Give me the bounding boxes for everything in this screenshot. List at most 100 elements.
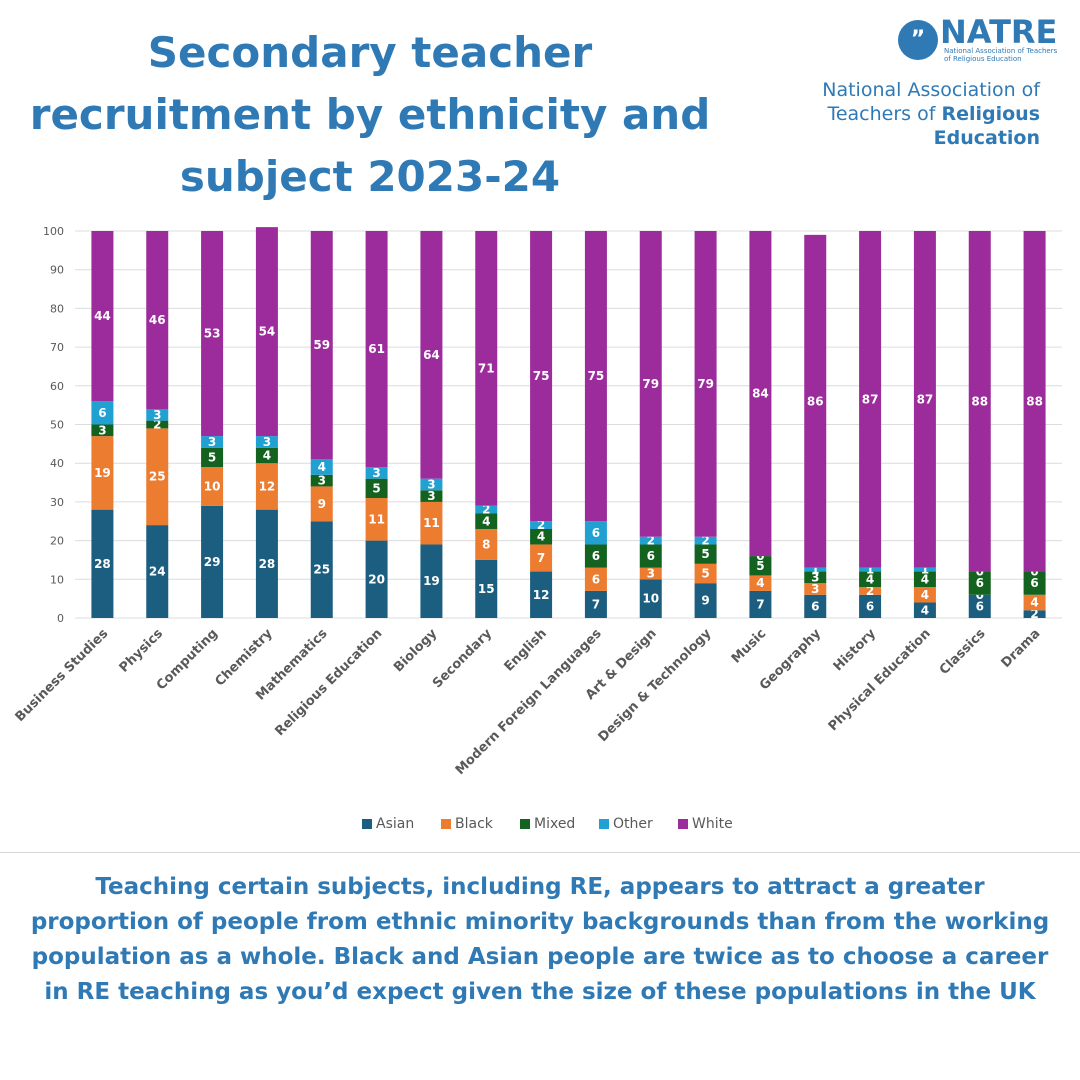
bar-segment-white	[255, 227, 278, 437]
legend-swatch-other	[599, 819, 609, 829]
legend-swatch-white	[678, 819, 688, 829]
bar-segment-asian	[91, 509, 114, 618]
bar-segment-asian	[584, 590, 607, 618]
legend-label-black: Black	[455, 816, 494, 832]
data-label: 3	[263, 435, 271, 449]
bar-segment-white	[91, 231, 114, 402]
bar-segment-mixed	[1023, 571, 1046, 595]
data-label: 10	[642, 592, 659, 606]
bar-segment-other	[639, 536, 662, 545]
bar-segment-white	[310, 231, 333, 460]
data-label: 2	[701, 534, 709, 548]
data-label: 11	[423, 516, 440, 530]
bar-segment-asian	[1023, 610, 1046, 618]
logo-mark: ” NATRE National Association of Teachers…	[898, 14, 1060, 63]
y-tick-label: 0	[57, 612, 64, 625]
logo-quote-icon: ”	[898, 20, 938, 60]
bar-segment-other	[310, 459, 333, 475]
bar-segment-asian	[530, 571, 553, 618]
data-label: 4	[921, 603, 929, 617]
bar-segment-white	[968, 231, 991, 572]
data-label: 5	[756, 559, 764, 573]
data-label: 6	[98, 406, 106, 420]
data-label: 2	[647, 534, 655, 548]
grid-lines	[75, 230, 1062, 619]
x-tick-label: Secondary	[430, 626, 495, 691]
bar-segment-other	[91, 401, 114, 425]
data-label: 15	[478, 582, 495, 596]
data-label: 4	[318, 460, 326, 474]
bar-segment-black	[365, 498, 388, 541]
data-label: 7	[537, 551, 545, 565]
bar-segment-black	[1023, 594, 1046, 611]
bar-segment-mixed	[475, 513, 498, 529]
data-label: 6	[592, 549, 600, 563]
logo-abbreviation: NATRE	[940, 13, 1058, 51]
x-tick-label: History	[831, 626, 880, 675]
bar-segment-mixed	[420, 490, 443, 502]
bar-segment-white	[859, 231, 882, 568]
legend-swatch-black	[441, 819, 451, 829]
data-label: 46	[149, 313, 166, 327]
data-label: 4	[921, 572, 929, 586]
data-label: 2	[482, 503, 490, 517]
x-tick-label: Religious Education	[272, 626, 385, 739]
bar-segment-black	[804, 583, 827, 595]
x-tick-label: Business Studies	[13, 626, 112, 725]
bar-segment-mixed	[913, 571, 936, 588]
data-label: 3	[208, 435, 216, 449]
data-label: 3	[427, 477, 435, 491]
data-label: 44	[94, 309, 111, 323]
bar-segment-asian	[913, 602, 936, 618]
data-label: 6	[1030, 576, 1038, 590]
data-label: 2	[153, 418, 161, 432]
data-label: 4	[756, 576, 764, 590]
natre-logo: ” NATRE National Association of Teachers…	[770, 14, 1060, 174]
legend-label-mixed: Mixed	[534, 816, 575, 832]
data-label: 6	[811, 599, 819, 613]
data-label: 19	[423, 574, 440, 588]
data-label: 75	[588, 369, 605, 383]
bar-segment-white	[365, 231, 388, 468]
data-label: 3	[427, 489, 435, 503]
data-label: 29	[204, 555, 221, 569]
bar-segment-black	[201, 467, 224, 506]
y-tick-label: 60	[50, 380, 64, 393]
data-label: 9	[318, 497, 326, 511]
data-label: 9	[701, 594, 709, 608]
bar-segment-white	[749, 231, 772, 557]
bar-segment-black	[639, 567, 662, 580]
data-label: 5	[701, 566, 709, 580]
bar-segment-asian	[639, 579, 662, 618]
data-label: 3	[372, 466, 380, 480]
data-label: 6	[866, 599, 874, 613]
y-tick-label: 80	[50, 302, 64, 315]
bar-segment-mixed	[146, 420, 169, 429]
data-label: 25	[313, 563, 330, 577]
bar-segment-asian	[804, 594, 827, 618]
bar-segment-black	[475, 528, 498, 560]
y-tick-label: 90	[50, 264, 64, 277]
bar-segment-mixed	[365, 478, 388, 499]
bar-segment-mixed	[639, 544, 662, 568]
bar-segment-other	[859, 567, 882, 572]
data-label: 61	[368, 342, 385, 356]
bar-segment-mixed	[804, 571, 827, 584]
bar-segment-mixed	[91, 424, 114, 437]
data-label: 6	[592, 526, 600, 540]
bar-segment-other	[804, 567, 827, 572]
logo-full-bold: Religious Education	[933, 103, 1040, 149]
data-label: 6	[976, 599, 984, 613]
legend-label-asian: Asian	[376, 816, 414, 832]
data-label: 19	[94, 466, 111, 480]
bar-segment-black	[146, 428, 169, 526]
data-label: 1	[811, 563, 819, 577]
bar-segment-white	[530, 231, 553, 522]
bar-segment-asian	[310, 521, 333, 618]
data-label: 2	[1030, 607, 1038, 621]
y-axis: 0 10 20 30 40 50 60 70 80 90 100	[43, 225, 64, 625]
logo-full-prefix: National Association of Teachers of	[822, 79, 1040, 125]
y-tick-label: 30	[50, 496, 64, 509]
data-label: 4	[263, 448, 271, 462]
logo-small-text: National Association of Teachers of Reli…	[944, 47, 1058, 63]
